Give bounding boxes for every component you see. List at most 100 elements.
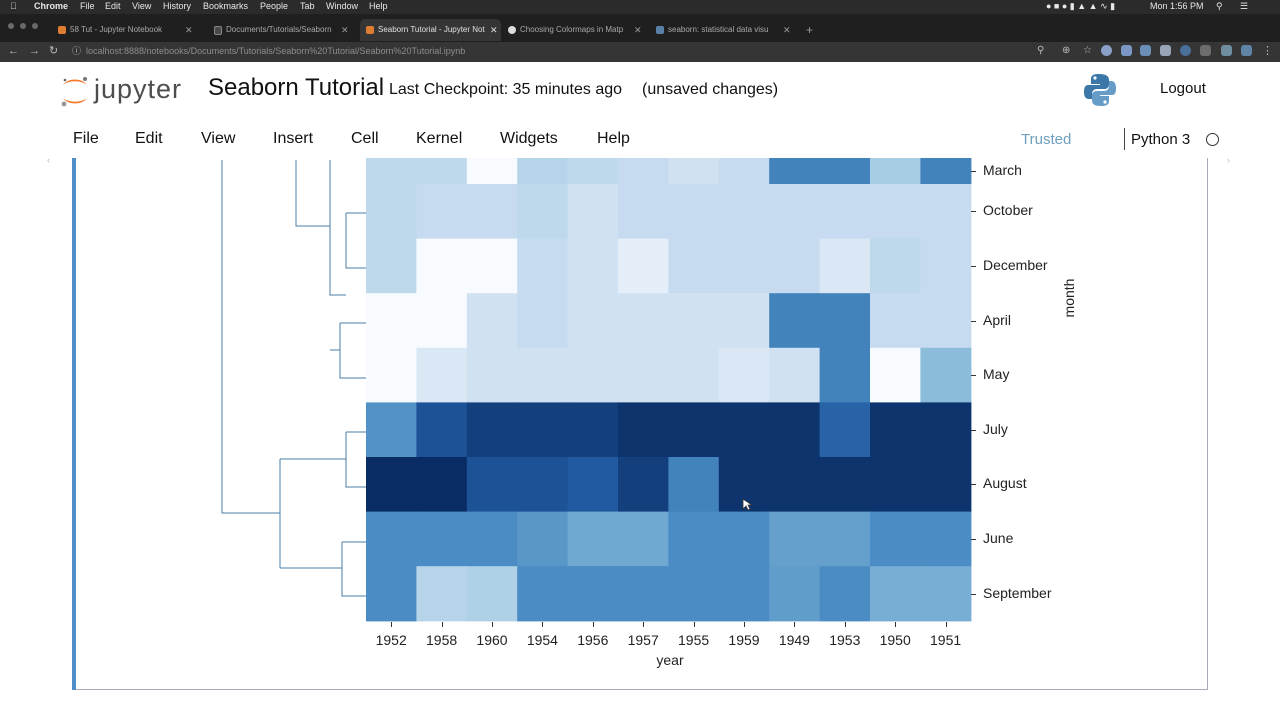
heatmap-cell <box>668 511 720 567</box>
menubar-item-tab[interactable]: Tab <box>300 1 315 11</box>
reload-icon[interactable]: ↻ <box>49 45 59 57</box>
heatmap-cell <box>718 158 770 185</box>
notification-center-icon[interactable]: ☰ <box>1240 1 1249 11</box>
tab-close-icon[interactable]: ✕ <box>490 25 498 35</box>
tab-strip <box>0 14 1280 42</box>
menu-view[interactable]: View <box>201 130 236 147</box>
heatmap-cell <box>668 184 720 240</box>
menubar-app-name[interactable]: Chrome <box>34 1 69 11</box>
heatmap-cell <box>870 402 921 458</box>
back-icon[interactable]: ← <box>8 45 19 57</box>
bookmark-star-icon[interactable]: ☆ <box>1083 45 1092 56</box>
menubar-item-file[interactable]: File <box>80 1 95 11</box>
spotlight-icon[interactable]: ⚲ <box>1216 1 1223 11</box>
extension-icon[interactable] <box>1121 45 1132 56</box>
python-logo-icon <box>1084 74 1116 106</box>
heatmap-cell <box>668 347 720 403</box>
heatmap-cell <box>517 347 569 403</box>
row-tick <box>971 593 976 595</box>
apple-icon[interactable]:  <box>10 1 17 11</box>
window-zoom-icon[interactable] <box>32 23 38 29</box>
menu-help[interactable]: Help <box>597 130 630 147</box>
menubar-item-help[interactable]: Help <box>369 1 388 11</box>
menubar-item-people[interactable]: People <box>260 1 289 11</box>
browser-tab[interactable]: seaborn: statistical data visu <box>652 19 784 41</box>
heatmap-cell <box>920 402 972 458</box>
tab-close-icon[interactable]: ✕ <box>341 25 349 35</box>
menubar-item-view[interactable]: View <box>132 1 152 11</box>
column-tick <box>391 622 393 627</box>
dendrogram-branch <box>221 160 280 514</box>
menu-file[interactable]: File <box>73 130 99 147</box>
jupyter-logo-text[interactable]: jupyter <box>94 74 183 104</box>
status-icons[interactable]: ● ■ ● ▮ ▲ ▲ ∿ ▮ <box>1046 1 1116 11</box>
column-tick <box>441 622 443 627</box>
menubar-item-history[interactable]: History <box>163 1 192 11</box>
new-tab-button[interactable]: + <box>806 23 814 37</box>
heatmap-cell <box>668 238 720 294</box>
extension-icon[interactable] <box>1101 45 1112 56</box>
menu-cell[interactable]: Cell <box>351 130 379 147</box>
heatmap-cell <box>366 347 417 403</box>
extension-icon[interactable] <box>1160 45 1171 56</box>
tab-close-icon[interactable]: ✕ <box>185 25 193 35</box>
heatmap-cell <box>819 347 871 403</box>
share-icon[interactable]: ⊕ <box>1062 45 1071 56</box>
jupyter-logo-icon[interactable] <box>60 76 90 108</box>
site-info-icon[interactable]: ⓘ <box>72 46 82 56</box>
menu-kernel[interactable]: Kernel <box>416 130 463 147</box>
menubar-item-bookmarks[interactable]: Bookmarks <box>203 1 249 11</box>
tab-close-icon[interactable]: ✕ <box>634 25 642 35</box>
browser-menu-icon[interactable]: ⋮ <box>1262 45 1273 57</box>
window-minimize-icon[interactable] <box>20 23 26 29</box>
heatmap-cell <box>718 566 770 622</box>
row-tick-label: March <box>983 162 1022 178</box>
extensions-puzzle-icon[interactable] <box>1200 45 1211 56</box>
scroll-left-icon: ‹ <box>47 155 50 165</box>
checkpoint-status: Last Checkpoint: 35 minutes ago <box>389 81 623 98</box>
row-tick-label: June <box>983 529 1014 546</box>
heatmap-cell <box>466 402 518 458</box>
zoom-icon[interactable]: ⚲ <box>1037 45 1045 56</box>
menu-insert[interactable]: Insert <box>273 130 314 147</box>
extension-icon[interactable] <box>1140 45 1151 56</box>
menu-edit[interactable]: Edit <box>135 130 163 147</box>
browser-tab[interactable]: 58 Tut - Jupyter Notebook <box>54 19 186 41</box>
row-tick-label: September <box>983 584 1052 601</box>
row-tick-label: August <box>983 475 1027 492</box>
forward-icon[interactable]: → <box>29 45 40 57</box>
heatmap-cell <box>718 293 770 349</box>
heatmap-cell <box>618 184 669 240</box>
heatmap-cell <box>466 511 518 567</box>
heatmap-cell <box>466 158 518 185</box>
row-tick <box>971 375 976 377</box>
heatmap-cell <box>870 184 921 240</box>
menubar-clock[interactable]: Mon 1:56 PM <box>1150 1 1204 11</box>
extension-icon[interactable] <box>1241 45 1252 56</box>
kernel-name[interactable]: Python 3 <box>1131 131 1191 148</box>
menubar-item-edit[interactable]: Edit <box>105 1 121 11</box>
trusted-indicator[interactable]: Trusted <box>1021 131 1072 148</box>
heatmap-cell <box>466 238 518 294</box>
heatmap-cell <box>870 158 921 185</box>
browser-tab[interactable]: Choosing Colormaps in Matp <box>504 19 636 41</box>
browser-tab[interactable]: Documents/Tutorials/Seaborn <box>210 19 342 41</box>
output-cell[interactable] <box>72 158 1208 690</box>
logout-button[interactable]: Logout <box>1160 80 1206 97</box>
notebook-title[interactable]: Seaborn Tutorial <box>208 74 385 101</box>
mac-menubar:  Chrome File Edit View History Bookmark… <box>0 0 1280 14</box>
menu-widgets[interactable]: Widgets <box>500 130 558 147</box>
column-tick <box>945 622 947 627</box>
column-tick <box>895 622 897 627</box>
heatmap-cell <box>466 184 518 240</box>
heatmap-cell <box>416 293 468 349</box>
tab-close-icon[interactable]: ✕ <box>783 25 791 35</box>
row-tick-label: December <box>983 256 1048 273</box>
extension-icon[interactable] <box>1180 45 1191 56</box>
window-close-icon[interactable] <box>8 23 14 29</box>
dendrogram-branch <box>330 322 366 379</box>
extension-icon[interactable] <box>1221 45 1232 56</box>
browser-tab-active[interactable]: Seaborn Tutorial - Jupyter Not <box>360 19 501 41</box>
url-bar[interactable]: localhost:8888/notebooks/Documents/Tutor… <box>70 44 1030 59</box>
menubar-item-window[interactable]: Window <box>326 1 359 11</box>
